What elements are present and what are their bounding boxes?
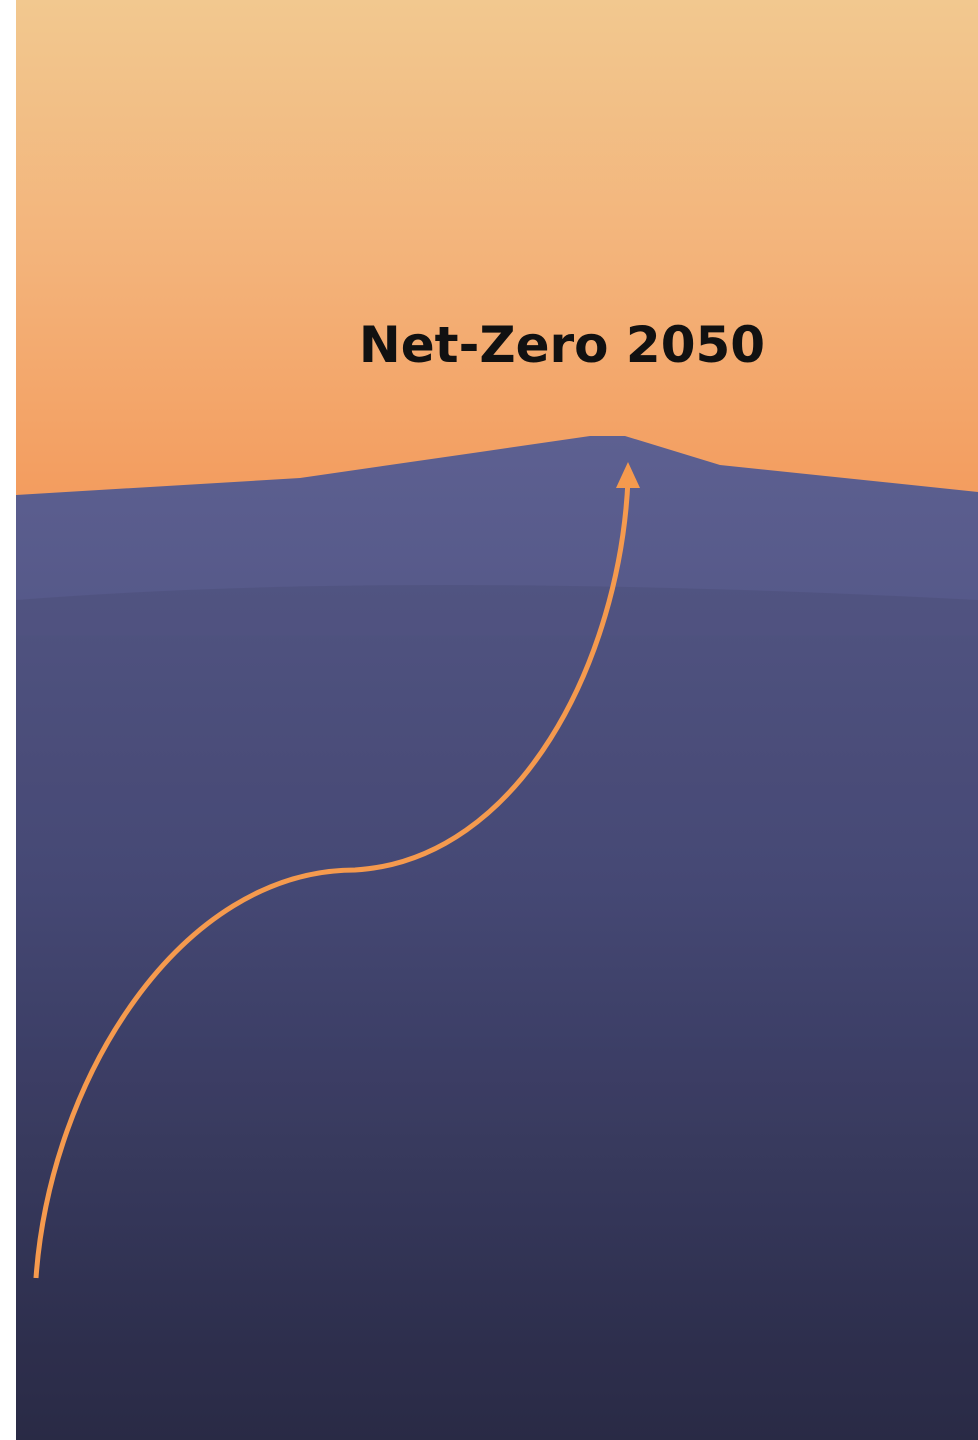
mountain: [16, 436, 978, 1440]
sky: [16, 0, 978, 520]
title: Net-Zero 2050: [359, 316, 765, 374]
arrow-head: [616, 462, 640, 488]
arrow-path: [33, 479, 631, 1279]
ridge-bands: [16, 585, 978, 1440]
